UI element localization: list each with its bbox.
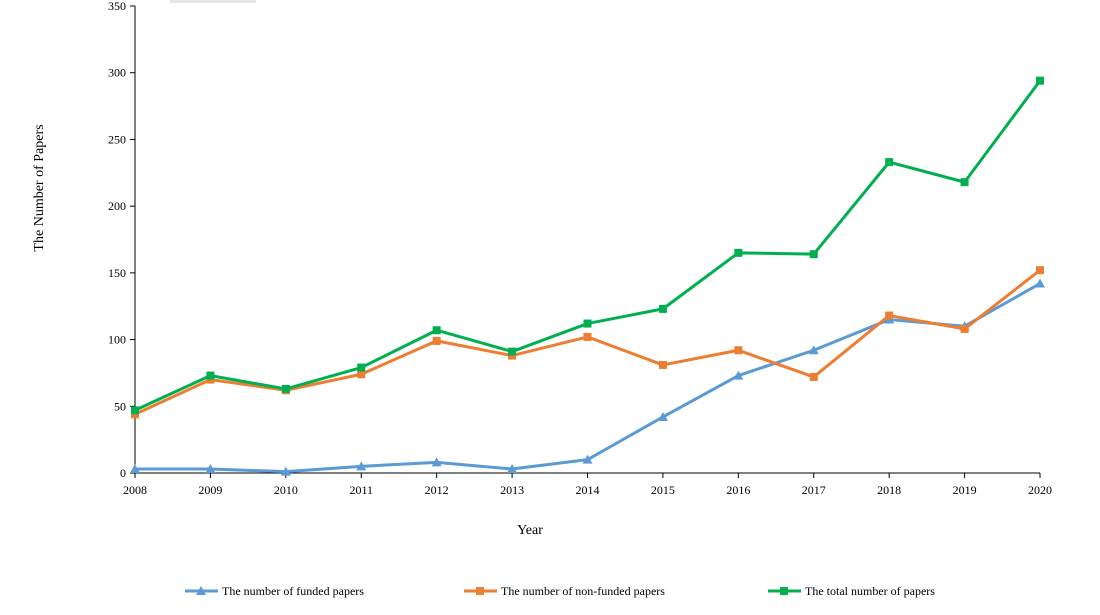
data-point bbox=[809, 372, 818, 381]
data-point bbox=[432, 336, 441, 345]
data-point bbox=[357, 370, 366, 379]
data-point bbox=[431, 457, 442, 467]
x-tick-label: 2017 bbox=[802, 483, 826, 497]
data-point bbox=[808, 345, 819, 355]
y-tick-label: 50 bbox=[114, 399, 126, 413]
data-point bbox=[960, 178, 969, 187]
series-line bbox=[134, 269, 1041, 416]
data-point bbox=[131, 410, 139, 419]
series-line bbox=[135, 282, 1041, 474]
legend-marker bbox=[476, 587, 484, 595]
data-point bbox=[960, 324, 969, 333]
data-point bbox=[206, 371, 215, 380]
x-axis-label: Year bbox=[517, 523, 543, 538]
legend-label: The total number of papers bbox=[805, 584, 935, 598]
legend-label: The number of funded papers bbox=[222, 584, 364, 598]
series-line bbox=[134, 79, 1042, 412]
data-point bbox=[1036, 76, 1044, 85]
legend-marker bbox=[780, 587, 788, 595]
legend-marker bbox=[196, 586, 206, 595]
y-tick-label: 100 bbox=[108, 333, 126, 347]
data-point bbox=[1035, 278, 1045, 288]
y-tick-label: 300 bbox=[108, 66, 126, 80]
y-tick-label: 350 bbox=[108, 0, 126, 13]
data-point bbox=[734, 346, 743, 355]
legend-label: The number of non-funded papers bbox=[501, 584, 665, 598]
x-tick-label: 2012 bbox=[425, 483, 449, 497]
data-point bbox=[356, 461, 367, 471]
data-point bbox=[206, 375, 215, 384]
data-point bbox=[130, 463, 140, 473]
x-tick-label: 2013 bbox=[500, 483, 524, 497]
legend-item: The number of non-funded papers bbox=[464, 584, 665, 598]
data-point bbox=[657, 411, 668, 421]
y-tick-label: 250 bbox=[108, 132, 126, 146]
x-tick-label: 2015 bbox=[651, 483, 675, 497]
data-point bbox=[508, 351, 517, 360]
data-point bbox=[734, 248, 743, 257]
data-point bbox=[583, 319, 592, 328]
data-point bbox=[205, 463, 216, 473]
x-tick-label: 2016 bbox=[726, 483, 750, 497]
x-tick-label: 2011 bbox=[349, 483, 373, 497]
data-point bbox=[357, 363, 366, 372]
x-tick-label: 2010 bbox=[274, 483, 298, 497]
data-point bbox=[885, 311, 894, 320]
data-point bbox=[582, 454, 593, 464]
data-point bbox=[658, 360, 667, 369]
chart-header-tab bbox=[170, 0, 256, 3]
data-point bbox=[1036, 266, 1044, 275]
x-tick-label: 2019 bbox=[953, 483, 977, 497]
x-tick-label: 2020 bbox=[1028, 483, 1052, 497]
data-point bbox=[507, 463, 518, 473]
data-point bbox=[281, 384, 290, 393]
data-point bbox=[658, 304, 667, 313]
x-tick-label: 2018 bbox=[877, 483, 901, 497]
series-2 bbox=[131, 266, 1044, 419]
y-axis-label: The Number of Papers bbox=[32, 124, 47, 251]
data-point bbox=[432, 326, 441, 335]
y-tick-label: 150 bbox=[108, 266, 126, 280]
data-point bbox=[809, 250, 818, 259]
x-tick-label: 2009 bbox=[198, 483, 222, 497]
y-tick-label: 200 bbox=[108, 199, 126, 213]
series-3 bbox=[131, 76, 1044, 415]
y-tick-label: 0 bbox=[120, 466, 126, 480]
data-point bbox=[733, 370, 744, 380]
data-point bbox=[508, 347, 517, 356]
legend-item: The total number of papers bbox=[768, 584, 935, 598]
data-point bbox=[885, 158, 894, 167]
series-1 bbox=[130, 278, 1045, 476]
data-point bbox=[583, 332, 592, 341]
x-tick-label: 2008 bbox=[123, 483, 147, 497]
data-point bbox=[280, 466, 291, 476]
data-point bbox=[131, 406, 139, 415]
legend-item: The number of funded papers bbox=[185, 584, 364, 598]
x-tick-label: 2014 bbox=[576, 483, 600, 497]
